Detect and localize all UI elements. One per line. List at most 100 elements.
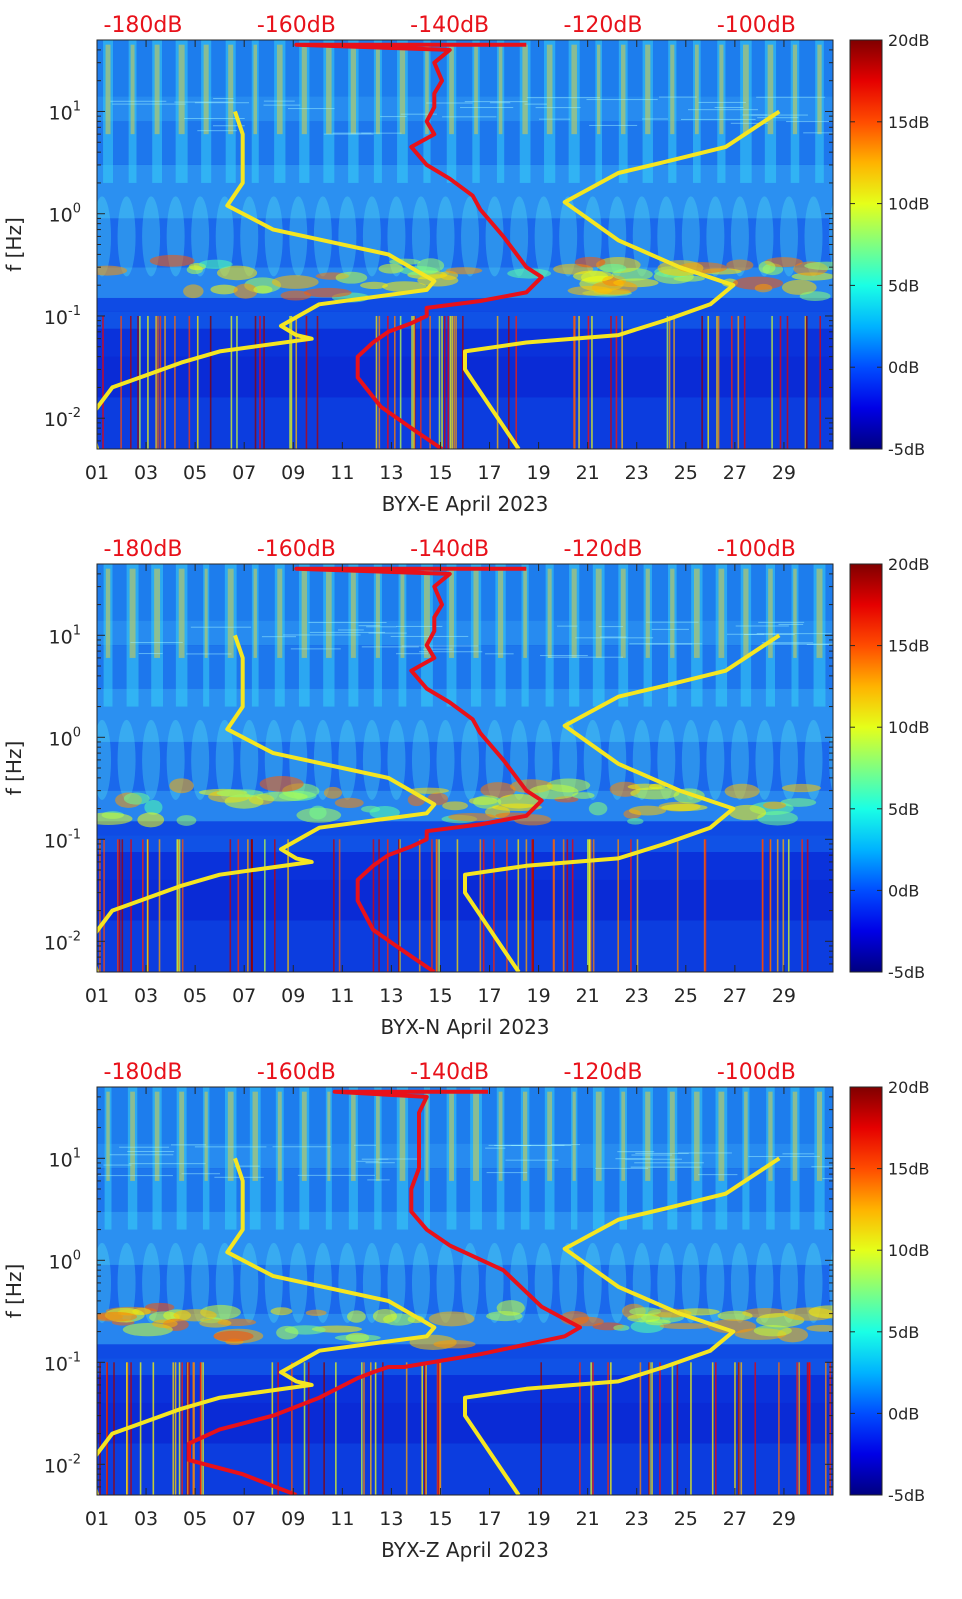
x-tick-label: 23 — [625, 1508, 649, 1530]
psd-line — [294, 42, 544, 449]
y-tick-label: 10-1 — [44, 1350, 81, 1375]
db-scale-label: -160dB — [257, 537, 336, 562]
psd-line — [187, 1089, 582, 1495]
x-axis-title: BYX-Z April 2023 — [381, 1538, 549, 1562]
x-tick-label: 19 — [527, 985, 551, 1007]
colorbar-tick-label: 20dB — [888, 555, 930, 574]
db-scale-label: -100dB — [717, 13, 796, 38]
x-tick-label: 03 — [134, 462, 158, 484]
db-scale-label: -180dB — [104, 1060, 183, 1085]
y-tick-label: 100 — [49, 1248, 81, 1273]
db-scale-label: -180dB — [104, 13, 183, 38]
x-tick-label: 17 — [477, 985, 501, 1007]
y-tick-label: 100 — [49, 202, 81, 227]
x-tick-label: 11 — [330, 1508, 354, 1530]
db-scale-label: -180dB — [104, 537, 183, 562]
x-tick-label: 07 — [232, 1508, 256, 1530]
colorbar-tick-label: -5dB — [888, 440, 925, 459]
y-tick-label: 10-2 — [44, 929, 81, 954]
colorbar-tick-label: 10dB — [888, 718, 930, 737]
colorbar: -5dB 0dB 5dB 10dB 15dB 20dB — [849, 555, 930, 982]
y-tick-label: 10-1 — [44, 304, 81, 329]
db-scale-label: -120dB — [564, 13, 643, 38]
x-axis-title: BYX-N April 2023 — [380, 1015, 549, 1039]
x-tick-label: 27 — [723, 985, 747, 1007]
x-tick-label: 15 — [428, 985, 452, 1007]
x-tick-label: 09 — [281, 985, 305, 1007]
db-scale-label: -160dB — [257, 13, 336, 38]
colorbar-tick-label: 5dB — [888, 1323, 919, 1342]
x-tick-label: 03 — [134, 1508, 158, 1530]
y-tick-label: 10-1 — [44, 827, 81, 852]
x-tick-label: 13 — [379, 1508, 403, 1530]
x-tick-label: 27 — [723, 462, 747, 484]
db-scale-label: -140dB — [410, 537, 489, 562]
colorbar-tick-label: -5dB — [888, 1486, 925, 1505]
y-tick-label: 10-2 — [44, 1452, 81, 1477]
x-tick-label: 29 — [772, 1508, 796, 1530]
colorbar-tick-label: 0dB — [888, 358, 919, 377]
x-tick-label: 21 — [576, 985, 600, 1007]
colorbar-tick-label: 0dB — [888, 1404, 919, 1423]
x-tick-label: 01 — [85, 1508, 109, 1530]
db-scale-label: -140dB — [410, 13, 489, 38]
y-tick-label: 101 — [49, 1146, 81, 1171]
x-tick-label: 11 — [330, 462, 354, 484]
spectrogram-image — [97, 1087, 833, 1495]
db-scale-label: -160dB — [257, 1060, 336, 1085]
colorbar: -5dB 0dB 5dB 10dB 15dB 20dB — [849, 31, 930, 459]
x-tick-label: 09 — [281, 1508, 305, 1530]
low-noise-model-line — [97, 634, 437, 972]
colorbar-tick-label: 10dB — [888, 1241, 930, 1260]
db-scale-label: -120dB — [564, 1060, 643, 1085]
x-tick-label: 05 — [183, 1508, 207, 1530]
colorbar-tick-label: 15dB — [888, 113, 930, 132]
x-tick-label: 05 — [183, 985, 207, 1007]
colorbar-tick-label: 20dB — [888, 31, 930, 50]
db-scale-label: -100dB — [717, 1060, 796, 1085]
spectrogram-panel: 01 03 05 07 09 11 13 15 17 19 21 23 25 27 29 BYX-N Apri… — [2, 537, 930, 1039]
x-tick-label: 05 — [183, 462, 207, 484]
colorbar-tick-label: 5dB — [888, 276, 919, 295]
x-tick-label: 21 — [576, 462, 600, 484]
x-tick-label: 19 — [527, 1508, 551, 1530]
psd-line — [294, 566, 544, 972]
x-tick-label: 25 — [674, 1508, 698, 1530]
low-noise-model-line — [97, 1157, 437, 1495]
x-tick-label: 09 — [281, 462, 305, 484]
colorbar-tick-label: 15dB — [888, 1160, 930, 1179]
colorbar-tick-label: 15dB — [888, 637, 930, 656]
colorbar: -5dB 0dB 5dB 10dB 15dB 20dB — [849, 1078, 930, 1505]
high-noise-model-line — [463, 1156, 781, 1495]
y-axis-title: f [Hz] — [2, 217, 26, 272]
x-tick-label: 07 — [232, 462, 256, 484]
db-scale-label: -100dB — [717, 537, 796, 562]
x-axis-title: BYX-E April 2023 — [382, 492, 549, 516]
high-noise-model-line — [463, 633, 781, 972]
colorbar-tick-label: 10dB — [888, 195, 930, 214]
x-tick-label: 01 — [85, 462, 109, 484]
x-tick-label: 29 — [772, 462, 796, 484]
y-tick-label: 10-2 — [44, 406, 81, 431]
x-tick-label: 17 — [477, 462, 501, 484]
spectrogram-image — [97, 564, 833, 972]
x-tick-label: 19 — [527, 462, 551, 484]
x-tick-label: 17 — [477, 1508, 501, 1530]
x-tick-label: 01 — [85, 985, 109, 1007]
x-tick-label: 13 — [379, 985, 403, 1007]
y-axis-title: f [Hz] — [2, 1264, 26, 1319]
spectrogram-panel: 01 03 05 07 09 11 13 15 17 19 21 23 25 27 29 BYX-E Apri… — [2, 13, 930, 516]
x-tick-label: 23 — [625, 985, 649, 1007]
x-tick-label: 15 — [428, 462, 452, 484]
x-tick-label: 07 — [232, 985, 256, 1007]
spectrogram-panel: 01 03 05 07 09 11 13 15 17 19 21 23 25 27 29 BYX-Z Apri… — [2, 1060, 930, 1562]
x-tick-label: 27 — [723, 1508, 747, 1530]
x-tick-label: 29 — [772, 985, 796, 1007]
y-axis-title: f [Hz] — [2, 741, 26, 796]
x-tick-label: 23 — [625, 462, 649, 484]
x-tick-label: 21 — [576, 1508, 600, 1530]
db-scale-label: -120dB — [564, 537, 643, 562]
colorbar-tick-label: 5dB — [888, 800, 919, 819]
x-tick-label: 13 — [379, 462, 403, 484]
